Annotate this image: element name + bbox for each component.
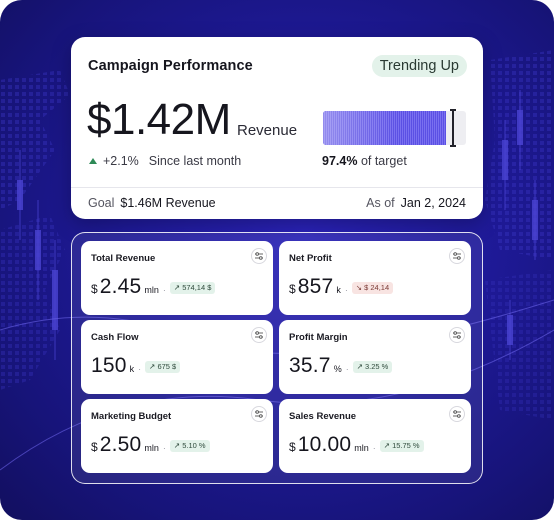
- metric-value: 150: [91, 354, 127, 377]
- separator-dot: ·: [372, 443, 376, 453]
- metric-value-row: $ 10.00 mln · ↗ 15.75 %: [289, 433, 424, 459]
- filter-sliders-icon[interactable]: [449, 406, 465, 422]
- metric-value-row: 150 k · ↗ 675 $: [91, 354, 181, 380]
- metric-title: Profit Margin: [289, 332, 348, 343]
- metric-change-badge: ↗ 15.75 %: [379, 440, 424, 452]
- revenue-unit: Revenue: [237, 122, 298, 139]
- metric-change-badge: ↘ $ 24,14: [351, 282, 394, 294]
- metric-change-value: 5.10 %: [182, 441, 206, 450]
- separator-dot: ·: [162, 285, 166, 295]
- delta-row: +2.1% Since last month: [89, 154, 241, 168]
- metric-change-badge: ↗ 5.10 %: [169, 440, 210, 452]
- asof-label: As of: [366, 196, 395, 210]
- target-row: 97.4% of target: [322, 154, 407, 168]
- revenue-value: $1.42M: [87, 95, 231, 144]
- arrow-up-right-icon: ↗: [356, 362, 363, 371]
- arrow-up-right-icon: ↗: [173, 441, 181, 450]
- metric-unit: mln: [354, 443, 369, 453]
- metric-change-value: 15.75 %: [392, 441, 420, 450]
- metric-unit: %: [333, 364, 342, 374]
- metric-prefix: $: [289, 282, 296, 296]
- filter-sliders-icon[interactable]: [251, 248, 267, 264]
- metric-title: Net Profit: [289, 253, 332, 264]
- metric-title: Total Revenue: [91, 253, 156, 264]
- arrow-up-right-icon: ↗: [173, 283, 181, 292]
- metric-change-badge: ↗ 675 $: [145, 361, 181, 373]
- metric-change-value: $ 24,14: [364, 283, 390, 292]
- arrow-up-right-icon: ↗: [149, 362, 156, 371]
- trend-status-badge: Trending Up: [371, 55, 467, 77]
- card-title: Campaign Performance: [88, 58, 253, 74]
- card-divider: [71, 187, 483, 188]
- metric-value-row: $ 857 k · ↘ $ 24,14: [289, 275, 394, 301]
- asof-row: As of Jan 2, 2024: [366, 196, 466, 210]
- target-label: of target: [360, 154, 407, 168]
- metric-prefix: $: [91, 440, 98, 454]
- triangle-up-icon: [89, 158, 97, 164]
- delta-context: Since last month: [148, 154, 242, 168]
- metric-card-sales-revenue: Sales Revenue $ 10.00 mln · ↗ 15.75 %: [279, 399, 471, 473]
- metrics-panel: Total Revenue $ 2.45 mln · ↗ 574,14 $ Net…: [71, 232, 483, 484]
- metric-value: 35.7: [289, 354, 331, 377]
- metric-value: 10.00: [297, 433, 352, 456]
- metric-value-row: $ 2.45 mln · ↗ 574,14 $: [91, 275, 216, 301]
- target-marker: [450, 109, 456, 147]
- metric-change-value: 675 $: [157, 362, 177, 371]
- target-percent: 97.4%: [322, 154, 358, 168]
- metric-value-row: 35.7 % · ↗ 3.25 %: [289, 354, 393, 380]
- arrow-up-right-icon: ↗: [383, 441, 391, 450]
- metric-card-profit-margin: Profit Margin 35.7 % · ↗ 3.25 %: [279, 320, 471, 394]
- filter-sliders-icon[interactable]: [449, 248, 465, 264]
- metric-change-badge: ↗ 3.25 %: [352, 361, 393, 373]
- arrow-down-right-icon: ↘: [355, 283, 363, 292]
- campaign-summary-card: Campaign Performance Trending Up $1.42M …: [71, 37, 483, 219]
- metric-value: 857: [297, 275, 334, 298]
- metric-title: Sales Revenue: [289, 411, 357, 422]
- progress-fill: [323, 111, 446, 145]
- metric-unit: mln: [144, 285, 159, 295]
- metric-unit: k: [129, 364, 135, 374]
- metric-unit: k: [336, 285, 341, 295]
- asof-date: Jan 2, 2024: [400, 196, 466, 210]
- separator-dot: ·: [345, 364, 349, 374]
- separator-dot: ·: [138, 364, 142, 374]
- metric-value: 2.45: [99, 275, 142, 298]
- filter-sliders-icon[interactable]: [251, 327, 267, 343]
- delta-value: +2.1%: [103, 154, 139, 168]
- filter-sliders-icon[interactable]: [449, 327, 465, 343]
- metric-card-marketing-budget: Marketing Budget $ 2.50 mln · ↗ 5.10 %: [81, 399, 273, 473]
- goal-row: Goal $1.46M Revenue: [88, 196, 216, 210]
- separator-dot: ·: [344, 285, 348, 295]
- separator-dot: ·: [162, 443, 166, 453]
- metric-change-value: 574,14 $: [182, 283, 212, 292]
- metric-card-total-revenue: Total Revenue $ 2.45 mln · ↗ 574,14 $: [81, 241, 273, 315]
- metric-card-cash-flow: Cash Flow 150 k · ↗ 675 $: [81, 320, 273, 394]
- metric-value-row: $ 2.50 mln · ↗ 5.10 %: [91, 433, 210, 459]
- target-progress-bar: [323, 111, 466, 145]
- filter-sliders-icon[interactable]: [251, 406, 267, 422]
- goal-label: Goal: [88, 196, 115, 210]
- metric-card-net-profit: Net Profit $ 857 k · ↘ $ 24,14: [279, 241, 471, 315]
- goal-value: $1.46M Revenue: [120, 196, 216, 210]
- metric-unit: mln: [144, 443, 159, 453]
- metric-title: Cash Flow: [91, 332, 139, 343]
- metric-change-badge: ↗ 574,14 $: [169, 282, 216, 294]
- metric-prefix: $: [289, 440, 296, 454]
- metric-prefix: $: [91, 282, 98, 296]
- metric-value: 2.50: [99, 433, 142, 456]
- metric-change-value: 3.25 %: [365, 362, 389, 371]
- metric-title: Marketing Budget: [91, 411, 172, 422]
